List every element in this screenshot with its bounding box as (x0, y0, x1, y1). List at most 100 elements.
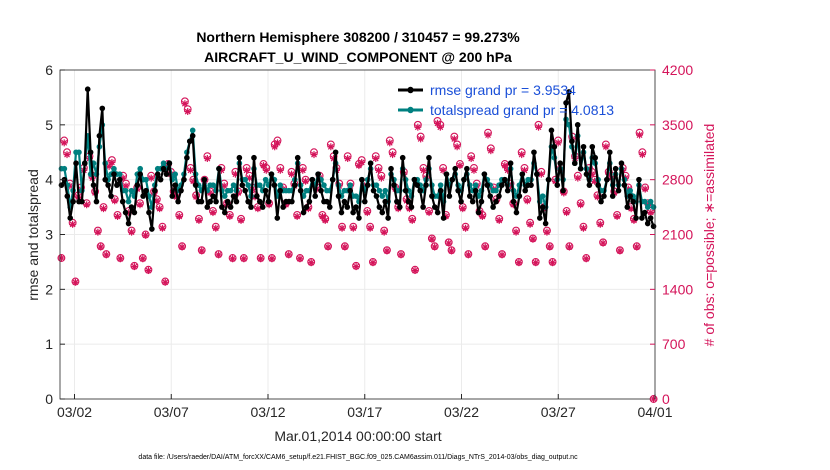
obs-assimilated-point (636, 131, 644, 139)
obs-star-stroke (64, 151, 70, 158)
rmse-point (434, 209, 441, 216)
rmse-point (335, 193, 342, 199)
rmse-point (589, 143, 596, 150)
rmse-point (58, 182, 65, 188)
obs-star-stroke (462, 225, 469, 232)
rmse-point (318, 187, 324, 194)
x-axis: 03/02 03/07 03/12 03/17 03/22 03/27 04/01 (57, 394, 673, 420)
rmse-point (67, 215, 74, 221)
obs-assimilated-point (501, 162, 509, 170)
obs-star-stroke (299, 167, 306, 174)
obs-assimilated-point (375, 166, 383, 174)
rmse-point (119, 198, 126, 205)
obs-assimilated-point (57, 254, 65, 262)
spread-point (539, 193, 546, 199)
obs-assimilated-point (293, 212, 301, 220)
obs-star-stroke (381, 229, 388, 236)
obs-assimilated-point (144, 267, 152, 275)
rmse-point (644, 220, 651, 227)
obs-assimilated-point (102, 251, 110, 259)
obs-star-stroke (524, 197, 531, 204)
rmse-point (630, 198, 636, 205)
obs-assimilated-point (195, 216, 203, 224)
rmse-point (501, 176, 508, 183)
rmse-point (207, 198, 214, 205)
rmse-point (423, 182, 429, 188)
left-tick-label: 4 (45, 172, 53, 188)
rmse-point (414, 182, 421, 188)
obs-assimilated-point (229, 255, 237, 263)
obs-assimilated-point (467, 155, 475, 163)
obs-star-stroke (577, 201, 584, 208)
rmse-point (440, 215, 447, 221)
rmse-point (224, 198, 231, 205)
rmse-point (399, 154, 406, 161)
obs-assimilated-point (574, 174, 582, 182)
x-tick-label: 03/02 (57, 404, 92, 420)
obs-assimilated-point (108, 158, 116, 166)
obs-star-stroke (431, 244, 438, 250)
rmse-point (291, 182, 298, 188)
rmse-point (111, 171, 117, 177)
rmse-point (429, 193, 435, 199)
rmse-point (493, 198, 499, 205)
obs-star-stroke (327, 143, 334, 150)
rmse-point (531, 149, 537, 156)
rmse-point (347, 187, 354, 194)
obs-star-stroke (372, 155, 379, 162)
obs-star-stroke (106, 163, 113, 170)
obs-assimilated-point (215, 251, 223, 259)
rmse-point (472, 187, 479, 194)
rmse-point (198, 198, 205, 205)
obs-assimilated-point (97, 243, 105, 251)
obs-assimilated-point (341, 243, 349, 251)
right-tick-label: 3500 (662, 117, 693, 133)
obs-star-stroke (358, 159, 365, 166)
rmse-point (437, 187, 444, 194)
obs-star-stroke (232, 171, 239, 178)
obs-assimilated-point (285, 251, 293, 259)
obs-star-stroke (566, 244, 573, 250)
obs-assimilated-point (324, 243, 332, 251)
obs-assimilated-point (633, 243, 641, 251)
obs-assimilated-point (71, 278, 79, 286)
rmse-point (192, 182, 199, 188)
obs-assimilated-point (579, 224, 587, 232)
obs-assimilated-point (209, 209, 217, 217)
spread-point (160, 160, 167, 167)
obs-assimilated-point (139, 255, 147, 263)
x-tick-label: 03/22 (444, 404, 479, 420)
obs-star-stroke (386, 139, 393, 146)
series-layer (57, 86, 658, 403)
spread-point (76, 149, 82, 156)
spread-point (143, 176, 149, 183)
obs-assimilated-point (431, 243, 439, 251)
obs-star-stroke (243, 167, 250, 174)
obs-star-stroke (546, 244, 553, 250)
rmse-point (595, 182, 601, 188)
obs-assimilated-point (268, 255, 276, 263)
obs-star-stroke (434, 120, 441, 127)
obs-assimilated-point (262, 166, 270, 174)
spread-point (644, 204, 651, 210)
obs-assimilated-point (147, 174, 155, 182)
rmse-point (131, 209, 138, 216)
obs-star-stroke (196, 217, 202, 224)
obs-assimilated-point (529, 235, 537, 243)
obs-star-stroke (187, 167, 194, 174)
chart-subtitle: AIRCRAFT_U_WIND_COMPONENT @ 200 hPa (204, 49, 512, 65)
rmse-point (326, 204, 333, 210)
obs-star-stroke (375, 167, 382, 174)
rmse-point (499, 182, 505, 188)
legend-rmse-label: rmse grand pr = 3.9534 (430, 82, 576, 98)
obs-star-stroke (103, 251, 110, 258)
rmse-point (650, 223, 657, 230)
spread-point (376, 187, 383, 194)
rmse-point (221, 209, 228, 216)
obs-star-stroke (378, 175, 385, 182)
rmse-point (213, 198, 219, 205)
obs-assimilated-point (411, 267, 419, 275)
rmse-point (274, 215, 281, 221)
obs-star-stroke (412, 267, 418, 274)
rmse-point (114, 182, 120, 188)
